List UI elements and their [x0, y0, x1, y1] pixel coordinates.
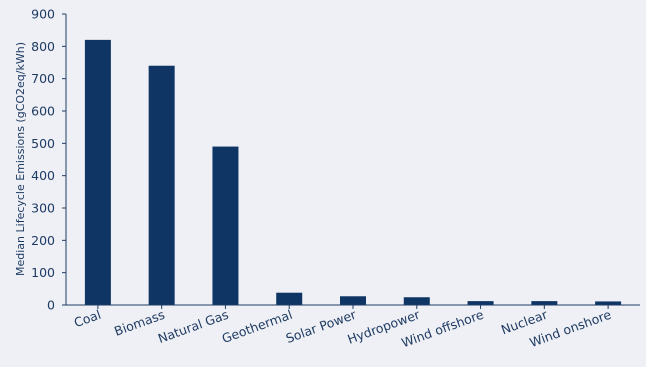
bar-8	[595, 301, 622, 305]
y-tick-label: 100	[31, 265, 55, 280]
bar-6	[467, 301, 494, 305]
y-tick-label: 200	[31, 233, 55, 248]
y-tick-label: 400	[31, 168, 55, 183]
bar-4	[340, 296, 366, 305]
y-tick-label: 500	[31, 136, 55, 151]
y-axis-label: Median Lifecycle Emissions (gCO2eq/kWh)	[14, 42, 27, 276]
y-tick-label: 600	[31, 104, 55, 119]
bars	[84, 39, 622, 305]
y-tick-label: 700	[31, 71, 55, 86]
y-tick-label: 0	[47, 298, 55, 313]
bar-5	[403, 297, 430, 305]
bar-2	[212, 146, 239, 305]
bar-7	[531, 301, 558, 305]
bar-1	[148, 65, 175, 305]
y-tick-label: 800	[31, 39, 55, 54]
bar-3	[276, 292, 303, 305]
x-tick-label: Natural Gas	[156, 307, 231, 346]
x-tick-label: Geothermal	[220, 307, 294, 346]
y-axis: 0 100 200 300 400 500 600 700 800 900	[31, 7, 67, 313]
bar-0	[84, 39, 111, 305]
x-tick-label: Coal	[72, 307, 103, 331]
y-tick-label: 300	[31, 201, 55, 216]
y-tick-label: 900	[31, 7, 55, 22]
